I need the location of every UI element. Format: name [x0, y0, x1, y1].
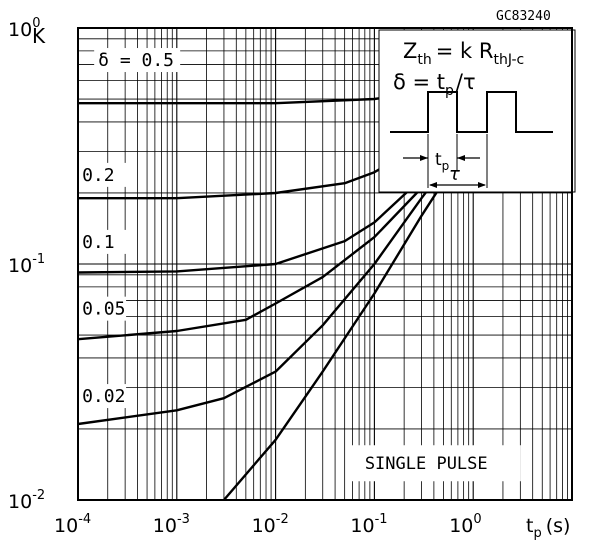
tau-arrowhead-left: [429, 182, 437, 188]
x-tick-label: 100: [449, 512, 481, 537]
series-label-background: [94, 48, 181, 73]
tau-arrowhead-right: [478, 182, 486, 188]
series-label: SINGLE PULSE: [365, 454, 488, 474]
series-label-background: [350, 445, 521, 482]
inset-formula-1: Zth = k RthJ-c: [403, 39, 524, 68]
series-label: 0.02: [82, 386, 125, 407]
labels: δ = 0.5 0.2 0.1 0.05 0.02 SINGLE PULSE 10-4 10-…: [8, 16, 488, 537]
inset-tau-label: τ: [449, 164, 460, 185]
tp-arrowhead-left: [420, 155, 428, 161]
series-label-background: [78, 229, 127, 254]
x-tick-label: 10-1: [350, 512, 387, 537]
inset-box: Zth = k RthJ-c δ = tp/τ tp τ: [378, 29, 576, 193]
x-tick-label: 10-4: [54, 512, 91, 537]
series-label-background: [78, 162, 127, 187]
y-axis-label: K: [32, 24, 46, 48]
pulse-waveform: [390, 91, 553, 133]
y-tick-label: 10-1: [8, 252, 45, 277]
x-tick-label: 10-2: [252, 512, 289, 537]
series-label: δ = 0.5: [98, 50, 174, 71]
figure-code: GC83240: [496, 9, 551, 24]
series-label: 0.2: [82, 165, 115, 186]
y-tick-label: 100: [8, 16, 40, 41]
x-axis-label: tp (s): [526, 515, 570, 540]
series-label: 0.05: [82, 299, 125, 320]
grid: [77, 28, 572, 501]
y-tick-label: 10-2: [8, 488, 45, 513]
series-label-background: [78, 296, 127, 321]
inset-tp-label: tp: [435, 150, 449, 173]
x-tick-label: 10-3: [153, 512, 190, 537]
series-label: 0.1: [82, 232, 115, 253]
plot-frame: [77, 27, 573, 501]
tp-arrowhead-right: [457, 155, 465, 161]
series-label-background: [78, 384, 127, 409]
